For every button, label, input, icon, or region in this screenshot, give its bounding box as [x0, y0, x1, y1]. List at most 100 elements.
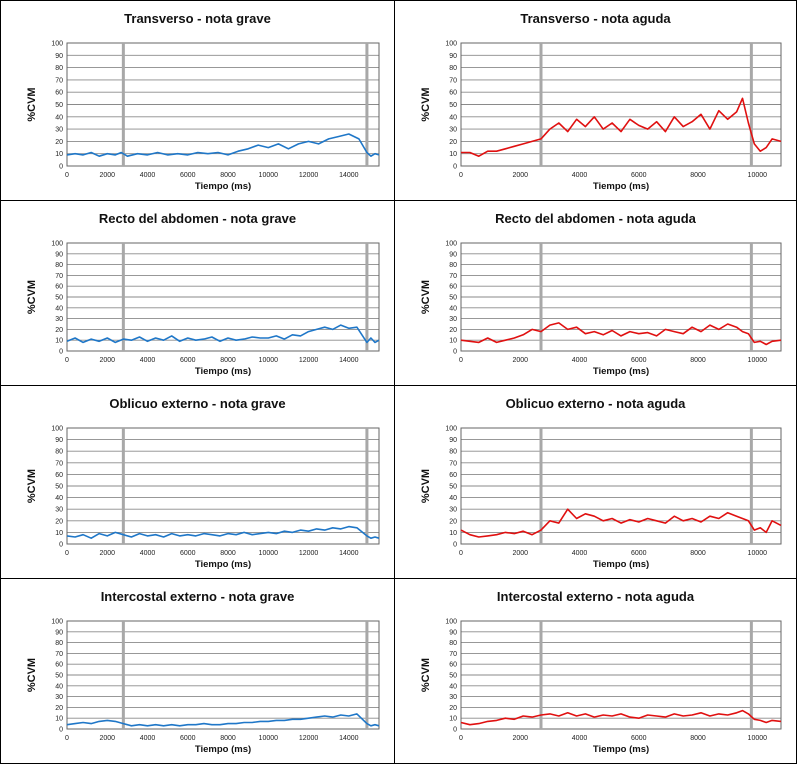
x-tick-label: 0 — [65, 172, 69, 179]
series-line — [66, 525, 380, 539]
x-tick-label: 4000 — [572, 172, 588, 179]
y-tick-label: 0 — [59, 349, 63, 356]
x-tick-label: 6000 — [180, 172, 196, 179]
x-tick-label: 2000 — [512, 550, 528, 557]
y-tick-label: 40 — [449, 683, 457, 690]
y-tick-label: 60 — [449, 90, 457, 97]
x-tick-label: 8000 — [690, 357, 706, 364]
chart-svg: Oblicuo externo - nota grave 0 10 20 30 40 50 6… — [26, 396, 380, 570]
x-tick-label: 4000 — [572, 357, 588, 364]
x-tick-label: 8000 — [220, 172, 236, 179]
chart-title: Recto del abdomen - nota aguda — [495, 211, 697, 226]
x-tick-label: 12000 — [299, 172, 319, 179]
x-tick-label: 12000 — [299, 735, 319, 742]
plot-area — [66, 42, 380, 167]
x-tick-label: 2000 — [99, 172, 115, 179]
x-tick-label: 0 — [459, 357, 463, 364]
x-tick-label: 0 — [65, 550, 69, 557]
chart-panel: Intercostal externo - nota grave 0 10 20 30 4… — [0, 578, 395, 764]
y-tick-label: 10 — [55, 151, 63, 158]
x-tick-label: 10000 — [259, 735, 279, 742]
y-tick-label: 70 — [449, 273, 457, 280]
x-tick-label: 4000 — [140, 172, 156, 179]
y-tick-label: 40 — [449, 495, 457, 502]
y-tick-label: 60 — [449, 284, 457, 291]
y-tick-label: 10 — [449, 716, 457, 723]
y-tick-label: 40 — [55, 683, 63, 690]
y-tick-label: 70 — [55, 460, 63, 467]
x-tick-label: 14000 — [339, 172, 359, 179]
y-tick-label: 50 — [449, 102, 457, 109]
x-tick-label: 10000 — [259, 172, 279, 179]
y-tick-label: 30 — [55, 127, 63, 134]
x-tick-label: 8000 — [220, 735, 236, 742]
y-tick-label: 0 — [59, 164, 63, 171]
x-tick-label: 14000 — [339, 357, 359, 364]
chart-title: Oblicuo externo - nota aguda — [506, 396, 687, 411]
y-tick-label: 100 — [51, 619, 63, 626]
x-tick-label: 8000 — [220, 550, 236, 557]
x-tick-label: 8000 — [690, 550, 706, 557]
y-tick-label: 100 — [51, 426, 63, 433]
x-tick-label: 14000 — [339, 735, 359, 742]
y-tick-label: 20 — [55, 327, 63, 334]
y-tick-label: 80 — [449, 262, 457, 269]
y-tick-label: 10 — [55, 530, 63, 537]
y-tick-label: 50 — [55, 673, 63, 680]
y-tick-label: 20 — [449, 327, 457, 334]
x-tick-label: 0 — [459, 735, 463, 742]
x-tick-label: 4000 — [572, 735, 588, 742]
y-tick-label: 60 — [449, 472, 457, 479]
y-tick-label: 90 — [55, 53, 63, 60]
x-tick-label: 10000 — [748, 172, 768, 179]
chart-svg: Transverso - nota aguda 0 10 20 30 40 50 60 70 80… — [420, 11, 782, 192]
y-tick-label: 30 — [449, 316, 457, 323]
y-tick-label: 0 — [59, 542, 63, 549]
y-tick-label: 50 — [449, 484, 457, 491]
chart-panel: Intercostal externo - nota aguda 0 10 20 30 4… — [394, 578, 797, 764]
chart-panel: Recto del abdomen - nota aguda 0 10 20 30 40 5… — [394, 200, 797, 386]
series-line — [66, 324, 380, 344]
x-tick-label: 8000 — [690, 172, 706, 179]
y-axis-label: %CVM — [26, 87, 38, 121]
y-tick-label: 10 — [449, 151, 457, 158]
y-tick-label: 30 — [449, 127, 457, 134]
y-tick-label: 20 — [55, 518, 63, 525]
y-tick-label: 80 — [449, 449, 457, 456]
x-axis-label: Tiempo (ms) — [195, 744, 251, 755]
x-tick-label: 6000 — [631, 172, 647, 179]
x-tick-label: 10000 — [748, 357, 768, 364]
chart-panel: Transverso - nota grave 0 10 20 30 40 50 60 70 80… — [0, 0, 395, 201]
series-line — [66, 713, 380, 727]
y-tick-label: 50 — [449, 295, 457, 302]
chart-title: Recto del abdomen - nota grave — [99, 211, 296, 226]
y-tick-label: 60 — [55, 284, 63, 291]
y-tick-label: 90 — [449, 53, 457, 60]
y-tick-label: 100 — [51, 41, 63, 48]
y-axis-label: %CVM — [26, 280, 38, 314]
x-tick-label: 4000 — [140, 357, 156, 364]
x-axis-label: Tiempo (ms) — [593, 181, 649, 192]
y-tick-label: 90 — [449, 251, 457, 258]
y-tick-label: 70 — [449, 651, 457, 658]
y-tick-label: 10 — [55, 716, 63, 723]
chart-panel: Recto del abdomen - nota grave 0 10 20 30 40 5… — [0, 200, 395, 386]
y-tick-label: 60 — [55, 662, 63, 669]
y-axis-label: %CVM — [26, 469, 38, 503]
x-tick-label: 10000 — [259, 357, 279, 364]
y-tick-label: 80 — [55, 262, 63, 269]
y-axis-label: %CVM — [420, 87, 432, 121]
y-tick-label: 20 — [55, 139, 63, 146]
chart-title: Oblicuo externo - nota grave — [109, 396, 285, 411]
x-axis-label: Tiempo (ms) — [195, 181, 251, 192]
y-tick-label: 10 — [55, 338, 63, 345]
x-axis-label: Tiempo (ms) — [593, 366, 649, 377]
plot-area — [460, 620, 782, 730]
y-tick-label: 0 — [453, 164, 457, 171]
chart-panel: Transverso - nota aguda 0 10 20 30 40 50 60 70 80… — [394, 0, 797, 201]
y-tick-label: 100 — [445, 241, 457, 248]
plot-area — [66, 620, 380, 730]
series-line — [461, 97, 782, 157]
y-tick-label: 70 — [449, 77, 457, 84]
